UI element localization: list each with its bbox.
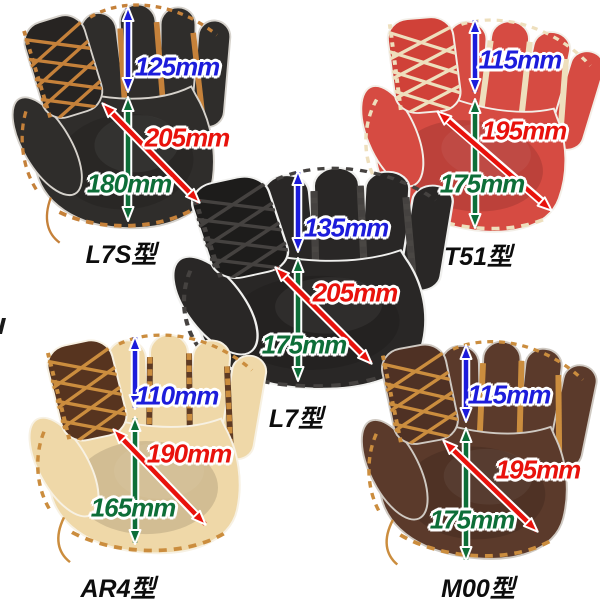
glove-label-l7s: L7S型 [85, 241, 157, 269]
glove-label-m00: M00型 [441, 575, 515, 600]
glove-photo-m00 [352, 333, 596, 573]
measurement-ar4-bottom: 165mm [90, 492, 177, 523]
measurement-ar4-top: 110mm [135, 380, 220, 411]
measurement-t51-top: 115mm [478, 44, 563, 75]
measurement-m00-top: 115mm [467, 379, 552, 410]
measurement-ar4-diag: 190mm [146, 438, 233, 469]
glove-label-ar4: AR4型 [80, 575, 156, 600]
measurement-m00-bottom: 175mm [429, 504, 516, 535]
cropped-text-fragment [0, 318, 6, 334]
glove-label-l7: L7型 [268, 405, 324, 433]
measurement-l7-top: 135mm [303, 212, 390, 243]
measurement-l7-diag: 205mm [312, 277, 399, 308]
measurement-t51-bottom: 175mm [439, 168, 526, 199]
measurement-l7s-bottom: 180mm [86, 168, 173, 199]
measurement-t51-diag: 195mm [481, 115, 568, 146]
measurement-l7s-diag: 205mm [144, 122, 231, 153]
measurement-l7-bottom: 175mm [261, 329, 348, 360]
glove-label-t51: T51型 [443, 243, 513, 271]
measurement-m00-diag: 195mm [495, 454, 582, 485]
measurement-l7s-top: 125mm [134, 51, 221, 82]
